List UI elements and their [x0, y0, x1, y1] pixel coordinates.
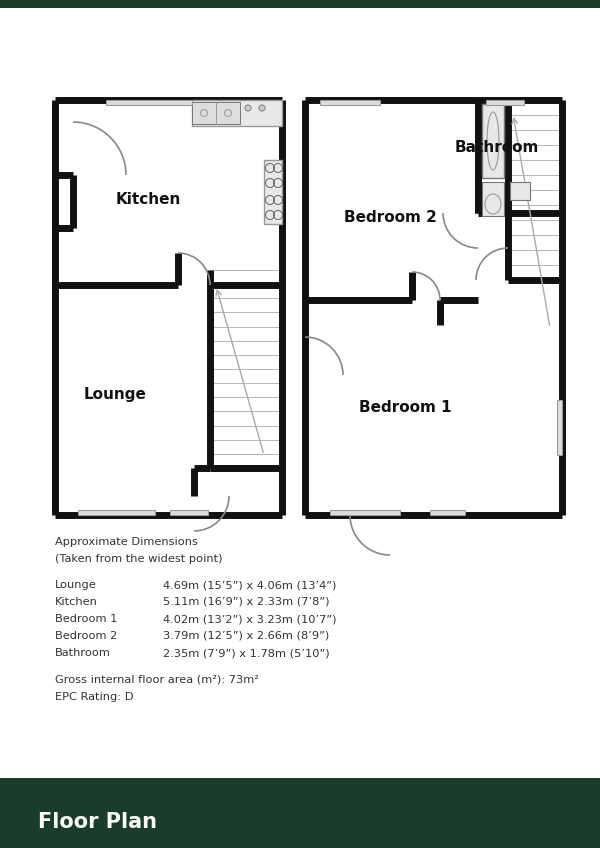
Text: Gross internal floor area (m²): 73m²: Gross internal floor area (m²): 73m² — [55, 675, 259, 685]
Bar — [482, 182, 504, 216]
Text: 5.11m (16’9”) x 2.33m (7’8”): 5.11m (16’9”) x 2.33m (7’8”) — [163, 597, 329, 607]
Bar — [106, 100, 192, 105]
Bar — [264, 160, 282, 224]
Text: Bedroom 2: Bedroom 2 — [344, 210, 436, 226]
Bar — [170, 510, 208, 515]
Circle shape — [259, 105, 265, 111]
Text: Bathroom: Bathroom — [455, 141, 539, 155]
Text: Bedroom 1: Bedroom 1 — [359, 400, 451, 416]
Text: 2.35m (7’9”) x 1.78m (5’10”): 2.35m (7’9”) x 1.78m (5’10”) — [163, 648, 329, 658]
Text: 3.79m (12’5”) x 2.66m (8’9”): 3.79m (12’5”) x 2.66m (8’9”) — [163, 631, 329, 641]
Bar — [430, 510, 465, 515]
Text: Bedroom 1: Bedroom 1 — [55, 614, 118, 624]
Text: 4.02m (13’2”) x 3.23m (10’7”): 4.02m (13’2”) x 3.23m (10’7”) — [163, 614, 337, 624]
Bar — [192, 102, 240, 124]
Text: Kitchen: Kitchen — [55, 597, 98, 607]
Text: EPC Rating: D: EPC Rating: D — [55, 692, 133, 702]
Text: Bedroom 2: Bedroom 2 — [55, 631, 117, 641]
Text: Floor Plan: Floor Plan — [38, 812, 157, 832]
Bar — [0, 778, 600, 848]
Bar — [510, 182, 530, 200]
Bar — [330, 510, 400, 515]
Bar — [486, 100, 524, 105]
Bar — [78, 510, 155, 515]
Bar — [320, 100, 380, 105]
Text: Bathroom: Bathroom — [55, 648, 111, 658]
Text: 4.69m (15’5”) x 4.06m (13’4”): 4.69m (15’5”) x 4.06m (13’4”) — [163, 580, 337, 590]
Text: Kitchen: Kitchen — [115, 192, 181, 208]
Text: (Taken from the widest point): (Taken from the widest point) — [55, 554, 223, 564]
Text: Approximate Dimensions: Approximate Dimensions — [55, 537, 198, 547]
Bar — [0, 0, 600, 8]
Bar — [482, 104, 504, 178]
Text: Lounge: Lounge — [83, 388, 146, 403]
Bar — [192, 100, 282, 126]
Text: Lounge: Lounge — [55, 580, 97, 590]
Circle shape — [245, 105, 251, 111]
Bar — [557, 400, 562, 455]
